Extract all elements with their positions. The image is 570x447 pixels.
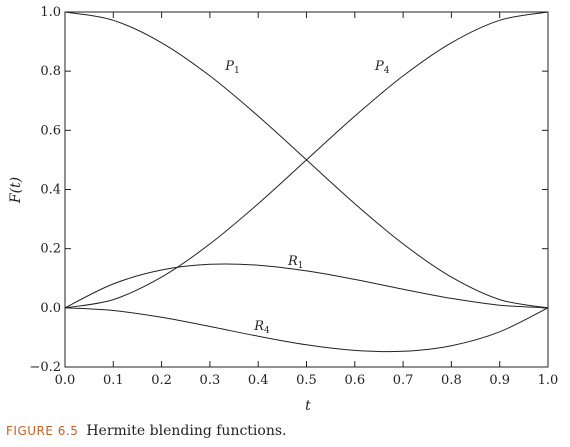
x-tick-label: 0.8	[441, 373, 462, 388]
x-tick-label: 0.3	[200, 373, 221, 388]
figure-number: FIGURE 6.5	[6, 424, 79, 438]
curve-label-p1: P1	[224, 59, 239, 76]
x-tick-label: 1.0	[538, 373, 559, 388]
y-tick-label: 0.2	[40, 242, 61, 257]
figure-caption: FIGURE 6.5 Hermite blending functions.	[6, 423, 287, 439]
x-tick-label: 0.2	[151, 373, 172, 388]
y-tick-label: 0.8	[40, 64, 61, 79]
curves	[64, 11, 549, 353]
curve-label-r1: R1	[287, 254, 304, 271]
x-tick-label: 0.6	[344, 373, 365, 388]
y-tick-label: 0.6	[40, 123, 61, 138]
curve-label-r4: R4	[253, 319, 270, 336]
y-tick-label: −0.2	[29, 360, 61, 375]
x-axis-label: t	[305, 398, 311, 414]
y-tick-label: 0.0	[40, 301, 61, 316]
figure-caption-text: Hermite blending functions.	[86, 423, 287, 439]
y-axis-label: F(t)	[8, 177, 24, 204]
series-line-r4	[64, 307, 549, 353]
series-line-p4	[64, 11, 549, 309]
x-tick-label: 0.9	[489, 373, 510, 388]
x-axis-ticks: 0.0 0.1 0.2 0.3 0.4 0.5 0.6 0.7 0.8 0.9 1.0	[55, 12, 559, 388]
x-tick-label: 0.5	[296, 373, 317, 388]
x-tick-label: 0.4	[248, 373, 269, 388]
x-tick-label: 0.1	[103, 373, 124, 388]
x-tick-label: 0.0	[55, 373, 76, 388]
y-tick-label: 1.0	[40, 5, 61, 20]
x-tick-label: 0.7	[393, 373, 414, 388]
curve-labels: P1 P4 R1 R4	[224, 59, 389, 336]
hermite-chart: 0.0 0.1 0.2 0.3 0.4 0.5 0.6 0.7 0.8 0.9 1.0 −0.20.…	[8, 5, 559, 414]
curve-label-p4: P4	[374, 59, 390, 76]
series-line-r1	[64, 263, 549, 309]
y-tick-label: 0.4	[40, 183, 61, 198]
y-axis-ticks: −0.2 0.0 0.2 0.4 0.6 0.8 1.0	[29, 5, 548, 375]
